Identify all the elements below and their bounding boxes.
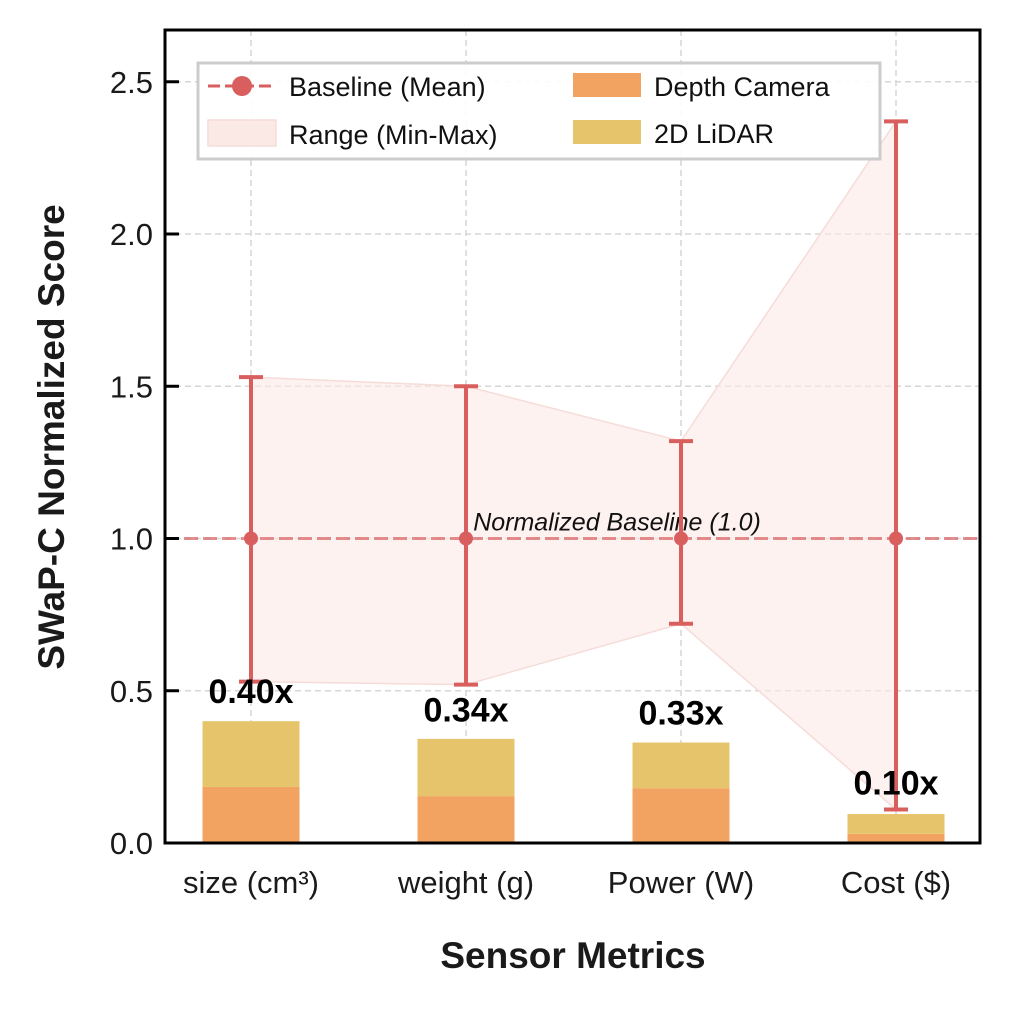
bar-depth-camera [632,788,730,843]
data-label: 0.40x [208,673,293,711]
baseline-annotation: Normalized Baseline (1.0) [473,509,761,537]
y-axis-label: SWaP-C Normalized Score [31,204,72,669]
data-label: 0.10x [853,765,938,803]
x-tick-label: size (cm³) [183,865,319,900]
bar-depth-camera [417,796,515,843]
legend-box [196,61,882,161]
data-label: 0.34x [423,691,508,729]
legend-range-swatch [207,119,277,147]
x-tick-label: weight (g) [397,865,534,900]
bar-2d-lidar [847,814,945,834]
legend: Baseline (Mean) Range (Min-Max) Depth Came… [196,61,882,161]
legend-swatch-1 [573,120,641,144]
y-tick-label: 2.0 [110,217,153,252]
legend-swatch-0 [573,73,641,97]
bar-2d-lidar [632,742,730,789]
bar-depth-camera [847,833,945,843]
error-bars [239,119,908,812]
data-labels: 0.40x 0.34x 0.33x 0.10x [208,673,938,802]
legend-label-series: Depth Camera [654,72,831,102]
range-area [250,118,897,812]
baseline-line: Normalized Baseline (1.0) [165,509,980,541]
baseline-mean-point [674,531,688,546]
bar-2d-lidar [417,738,515,797]
y-tick-label: 1.0 [110,522,153,557]
x-tick-label: Cost ($) [841,865,951,900]
bar-depth-camera [202,786,300,843]
legend-label-series: 2D LiDAR [654,119,774,149]
x-axis-label: Sensor Metrics [440,935,705,976]
bar-2d-lidar [202,721,300,787]
baseline-mean-point [244,531,258,546]
axes: 0.0 0.5 1.0 1.5 2.0 2.5 size (cm³) weight (g) Po… [110,28,982,900]
y-tick-label: 1.5 [110,369,153,404]
y-tick-label: 0.5 [110,674,153,709]
y-tick-label: 2.5 [110,65,153,100]
plot-frame [163,28,982,845]
data-label: 0.33x [638,695,723,733]
bars [202,721,945,843]
range-min-max-area [250,118,897,812]
baseline-mean-point [889,531,903,546]
legend-baseline-marker [232,76,252,96]
y-tick-label: 0.0 [110,826,153,861]
legend-label-baseline: Baseline (Mean) [289,72,486,102]
baseline-mean-point [459,531,473,546]
x-tick-label: Power (W) [608,865,754,900]
legend-label-range: Range (Min-Max) [289,120,498,150]
